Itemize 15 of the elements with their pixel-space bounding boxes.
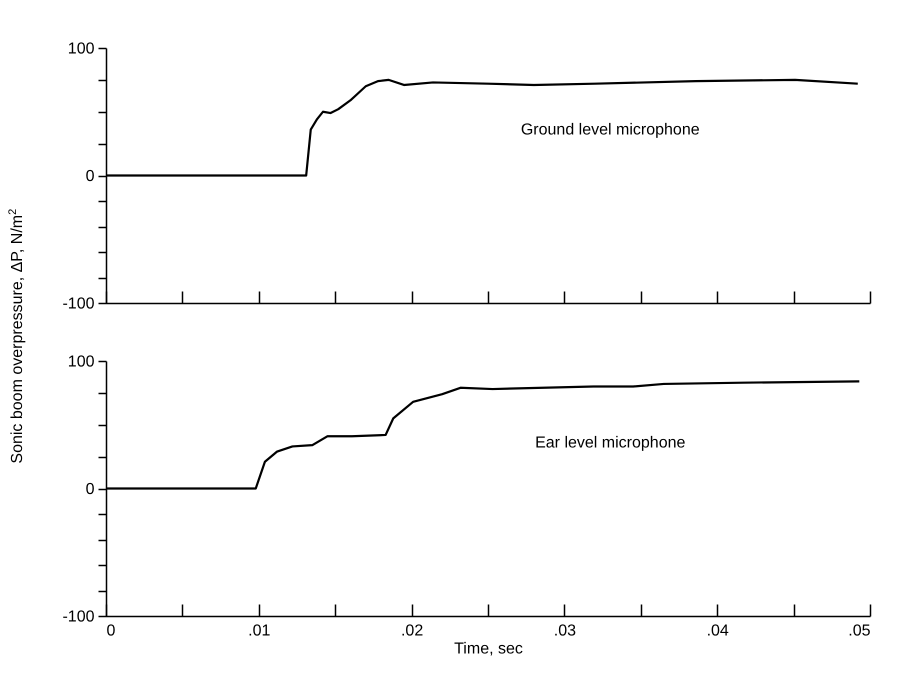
y-tick-label: -100 <box>62 608 95 626</box>
x-tick-label: 0 <box>106 622 116 640</box>
annotation: Ground level microphone <box>520 122 700 139</box>
y-tick-label: -100 <box>62 296 95 312</box>
y-tick-label: 100 <box>68 354 95 370</box>
x-tick-label: .01 <box>248 622 271 640</box>
x-tick-label: .05 <box>848 622 871 640</box>
y-tick-label: 100 <box>68 40 95 58</box>
x-tick-label: .02 <box>400 622 424 640</box>
annotation: Ear level microphone <box>535 434 686 452</box>
x-tick-label: .04 <box>706 622 729 640</box>
y-tick-label: 0 <box>86 168 95 185</box>
x-axis-title: Time, sec <box>454 640 523 658</box>
x-tick-label: .03 <box>554 622 576 640</box>
y-tick-label: 0 <box>86 481 95 498</box>
